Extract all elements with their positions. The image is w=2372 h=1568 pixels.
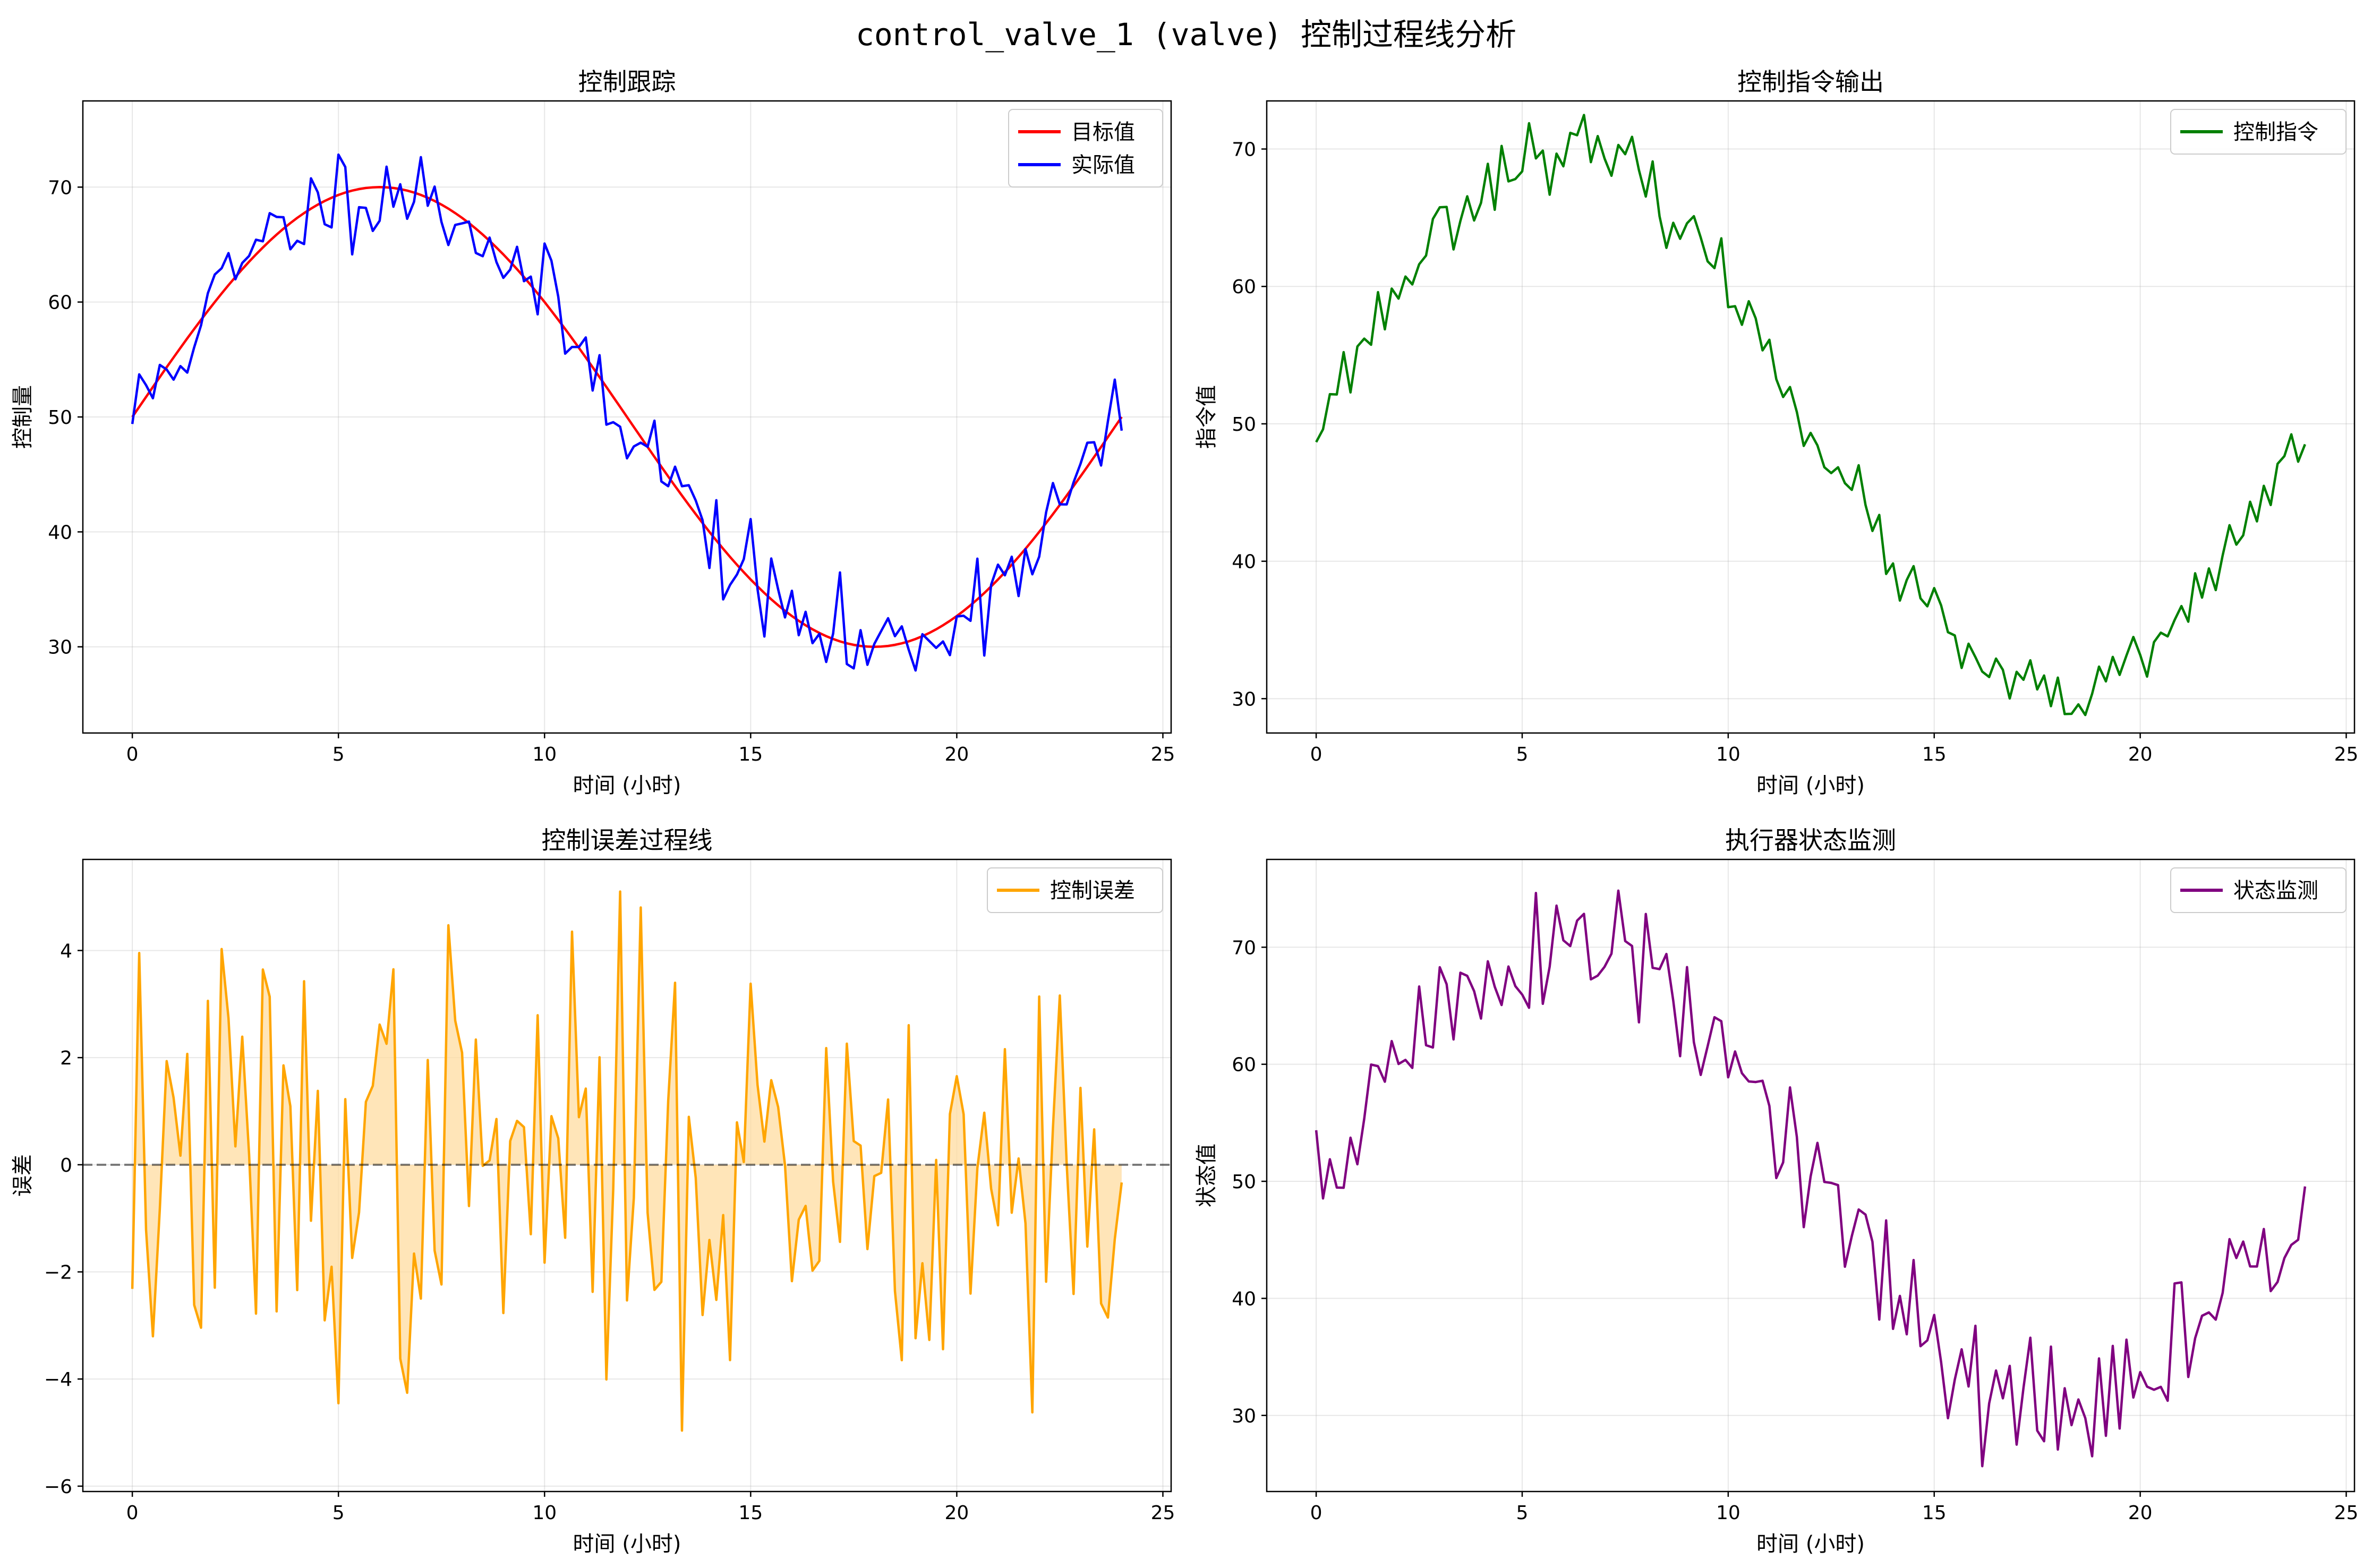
axes-frame [1266, 858, 2356, 1493]
x-tick-label: 5 [332, 1502, 345, 1524]
y-axis-label: 状态值 [1194, 1144, 1219, 1207]
y-axis-label: 指令值 [1194, 385, 1219, 449]
x-tick-label: 5 [1516, 744, 1529, 765]
y-tick-label: 30 [1232, 1405, 1256, 1427]
x-axis-label: 时间 (小时) [1756, 1532, 1865, 1556]
y-tick-label: 50 [48, 407, 72, 429]
x-tick-label: 10 [1716, 744, 1740, 765]
x-tick-label: 25 [2334, 1502, 2359, 1524]
x-tick-label: 0 [126, 744, 139, 765]
series-line-1 [1315, 889, 2307, 1468]
subplot-title: 执行器状态监测 [1725, 826, 1896, 855]
y-tick-label: 70 [1232, 139, 1256, 161]
x-tick-label: 25 [2334, 744, 2359, 765]
x-tick-label: 15 [1922, 1502, 1947, 1524]
y-tick-label: 30 [48, 637, 72, 659]
y-tick-label: 4 [60, 940, 72, 962]
series-line-1 [1315, 114, 2306, 717]
legend: 控制指令 [2170, 109, 2347, 155]
y-tick-label: 40 [48, 522, 72, 543]
y-tick-label: 50 [1232, 1171, 1256, 1193]
x-axis-label: 时间 (小时) [1756, 773, 1865, 798]
y-tick-label: 60 [48, 292, 72, 314]
x-axis-label: 时间 (小时) [573, 1532, 681, 1556]
plot-area [1315, 889, 2307, 1468]
x-tick-label: 10 [1716, 1502, 1740, 1524]
subplot-title: 控制误差过程线 [542, 826, 713, 855]
y-tick-label: 2 [60, 1047, 72, 1069]
x-tick-label: 20 [945, 1502, 969, 1524]
y-tick-label: 40 [1232, 1288, 1256, 1310]
legend-label: 控制指令 [2233, 120, 2318, 144]
subplot-title: 控制跟踪 [578, 67, 676, 96]
x-tick-label: 15 [738, 744, 763, 765]
x-tick-label: 0 [1310, 744, 1322, 765]
legend-label: 目标值 [1071, 120, 1135, 144]
y-tick-label: −6 [44, 1476, 72, 1498]
x-axis-label: 时间 (小时) [573, 773, 681, 798]
axes-frame [82, 858, 1172, 1493]
plot-area [131, 153, 1123, 672]
x-tick-label: 25 [1151, 1502, 1175, 1524]
x-tick-label: 20 [945, 744, 969, 765]
legend-label: 状态监测 [2233, 879, 2318, 903]
x-tick-label: 15 [738, 1502, 763, 1524]
x-tick-label: 5 [332, 744, 345, 765]
figure-title: control_valve_1 (valve) 控制过程线分析 [855, 16, 1517, 53]
y-tick-label: 70 [48, 177, 72, 199]
x-tick-label: 10 [532, 744, 557, 765]
legend: 控制误差 [987, 867, 1163, 913]
legend-label: 实际值 [1071, 153, 1135, 177]
y-axis-label: 控制量 [11, 385, 35, 449]
legend-label: 控制误差 [1050, 879, 1135, 903]
y-tick-label: 60 [1232, 276, 1256, 298]
y-tick-label: −2 [44, 1262, 72, 1284]
legend-box [2170, 867, 2347, 913]
y-tick-label: 0 [60, 1155, 72, 1177]
y-tick-label: 30 [1232, 688, 1256, 710]
y-axis-label: 误差 [11, 1154, 35, 1197]
x-tick-label: 20 [2128, 1502, 2153, 1524]
legend-box [1008, 109, 1163, 188]
x-tick-label: 10 [532, 1502, 557, 1524]
x-tick-label: 0 [126, 1502, 139, 1524]
subplot-title: 控制指令输出 [1737, 67, 1884, 96]
series-line-2 [131, 153, 1123, 672]
plot-area [1315, 114, 2306, 717]
x-tick-label: 5 [1516, 1502, 1529, 1524]
x-tick-label: 15 [1922, 744, 1947, 765]
legend-box [987, 867, 1163, 913]
y-tick-label: −4 [44, 1369, 72, 1391]
y-tick-label: 70 [1232, 937, 1256, 959]
y-tick-label: 50 [1232, 414, 1256, 436]
y-tick-label: 40 [1232, 551, 1256, 573]
x-tick-label: 20 [2128, 744, 2153, 765]
legend: 状态监测 [2170, 867, 2347, 913]
legend-box [2170, 109, 2347, 155]
plot-area [83, 890, 1171, 1432]
series-line-1 [131, 890, 1123, 1432]
y-tick-label: 60 [1232, 1054, 1256, 1076]
x-tick-label: 0 [1310, 1502, 1322, 1524]
axes-frame [1266, 100, 2356, 734]
x-tick-label: 25 [1151, 744, 1175, 765]
